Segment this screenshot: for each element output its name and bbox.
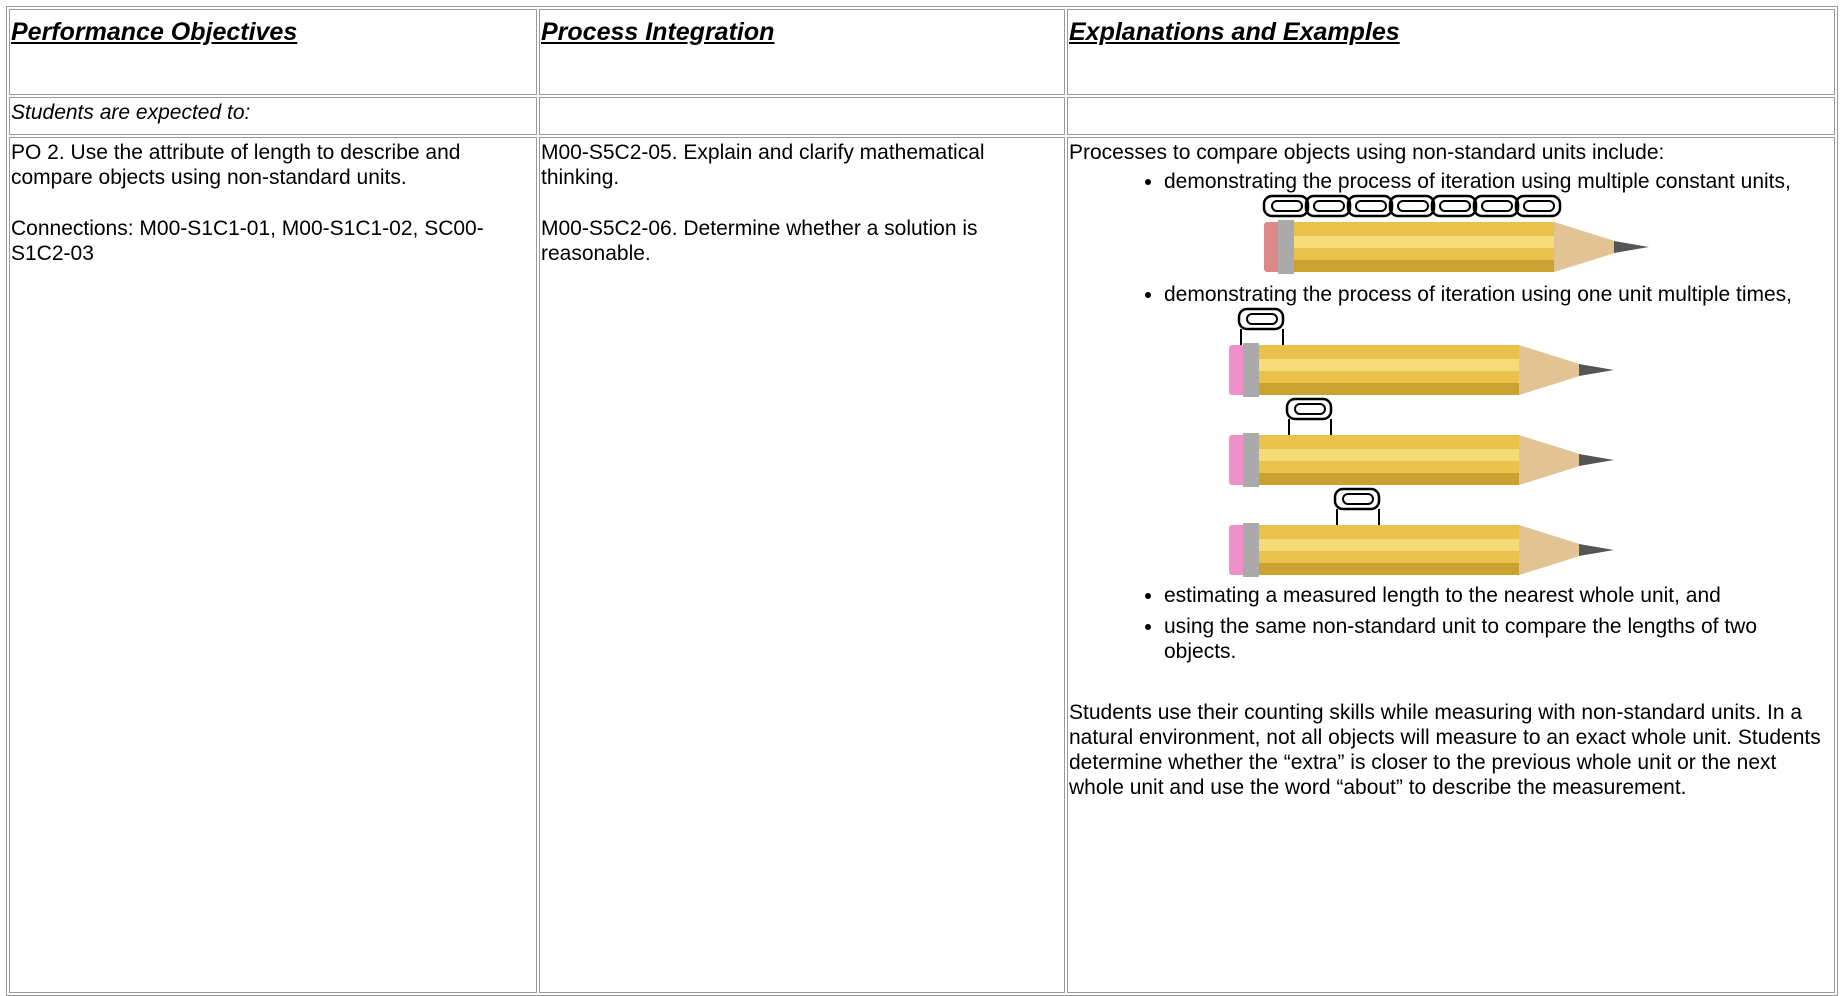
objective-cell: PO 2. Use the attribute of length to des… — [9, 137, 537, 993]
graphic — [1259, 563, 1519, 575]
graphic — [1229, 345, 1247, 395]
graphic — [1519, 435, 1599, 485]
objective-text: PO 2. Use the attribute of length to des… — [11, 141, 461, 189]
graphic — [1246, 313, 1278, 325]
graphic — [1514, 194, 1562, 218]
intro-cell: Students are expected to: — [9, 97, 537, 135]
graphic — [1285, 397, 1333, 421]
graphic — [1243, 433, 1259, 487]
graphic — [1259, 449, 1519, 461]
explanations-intro: Processes to compare objects using non-s… — [1069, 141, 1665, 164]
graphic — [1271, 200, 1303, 212]
explanations-cell: Processes to compare objects using non-s… — [1067, 137, 1835, 993]
graphic — [1342, 493, 1374, 505]
process-item: M00-S5C2-06. Determine whether a solutio… — [541, 217, 978, 265]
graphic — [1439, 200, 1471, 212]
graphic — [1430, 194, 1478, 218]
graphic — [1472, 194, 1520, 218]
graphic — [1259, 539, 1519, 551]
empty-cell — [539, 97, 1065, 135]
graphic — [1259, 473, 1519, 485]
bullet: using the same non-standard unit to comp… — [1164, 614, 1833, 664]
process-item: M00-S5C2-05. Explain and clarify mathema… — [541, 141, 985, 189]
graphic — [1259, 359, 1519, 371]
graphic — [1313, 200, 1345, 212]
column-header: Process Integration — [539, 9, 1065, 95]
graphic — [1397, 200, 1429, 212]
column-header: Performance Objectives — [9, 9, 537, 95]
process-cell: M00-S5C2-05. Explain and clarify mathema… — [539, 137, 1065, 993]
bullet-text: demonstrating the process of iteration u… — [1164, 283, 1793, 306]
explanations-paragraph: Students use their counting skills while… — [1069, 701, 1821, 799]
graphic — [1259, 383, 1519, 395]
graphic — [1579, 364, 1614, 376]
graphic — [1481, 200, 1513, 212]
graphic — [1229, 525, 1247, 575]
graphic — [1519, 345, 1599, 395]
graphic — [1346, 194, 1394, 218]
graphic — [1333, 487, 1381, 511]
graphic — [1519, 525, 1599, 575]
graphic — [1388, 194, 1436, 218]
graphic — [1243, 523, 1259, 577]
graphic — [1523, 200, 1555, 212]
graphic — [1554, 222, 1634, 272]
standards-table: Performance Objectives Process Integrati… — [6, 6, 1838, 996]
graphic — [1243, 343, 1259, 397]
graphic — [1294, 260, 1554, 272]
bullet: demonstrating the process of iteration u… — [1164, 169, 1833, 276]
bullet-text: demonstrating the process of iteration u… — [1164, 170, 1791, 193]
graphic — [1237, 307, 1285, 331]
graphic — [1278, 220, 1294, 274]
graphic — [1264, 222, 1282, 272]
graphic — [1355, 200, 1387, 212]
column-header: Explanations and Examples — [1067, 9, 1835, 95]
graphic — [1304, 194, 1352, 218]
bullet-list: demonstrating the process of iteration u… — [1069, 169, 1833, 664]
graphic — [1579, 544, 1614, 556]
empty-cell — [1067, 97, 1835, 135]
pencil-iteration-image — [1229, 307, 1614, 577]
bullet: demonstrating the process of iteration u… — [1164, 282, 1833, 577]
graphic — [1614, 241, 1649, 253]
pencil-clips-image — [1262, 194, 1649, 274]
connections: Connections: M00-S1C1-01, M00-S1C1-02, S… — [11, 217, 484, 265]
graphic — [1262, 194, 1310, 218]
graphic — [1579, 454, 1614, 466]
graphic — [1294, 236, 1554, 248]
graphic — [1294, 403, 1326, 415]
graphic — [1229, 435, 1247, 485]
bullet: estimating a measured length to the near… — [1164, 583, 1833, 608]
